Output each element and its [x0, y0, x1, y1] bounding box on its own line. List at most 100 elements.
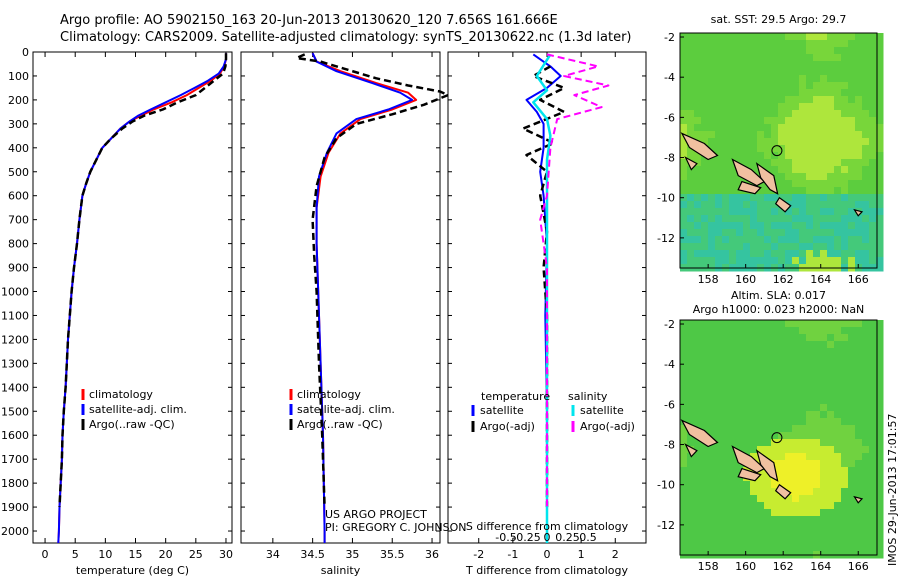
map-cell: [680, 40, 688, 48]
map-cell: [848, 425, 856, 433]
map-cell: [862, 460, 870, 468]
map-cell: [834, 208, 842, 216]
map-cell: [701, 33, 709, 41]
map-cell: [750, 110, 758, 118]
map-cell: [687, 201, 695, 209]
map-cell: [687, 488, 695, 496]
map-cell: [778, 516, 786, 524]
map-cell: [708, 537, 716, 545]
map-cell: [729, 383, 737, 391]
map-cell: [687, 369, 695, 377]
map-cell: [701, 40, 709, 48]
map-cell: [708, 432, 716, 440]
x-tick-label: 25: [189, 548, 203, 561]
map-cell: [687, 173, 695, 181]
map-cell: [757, 250, 765, 258]
map-cell: [687, 516, 695, 524]
map-cell: [813, 523, 821, 531]
map-cell: [806, 54, 814, 62]
map-cell: [862, 376, 870, 384]
map-cell: [743, 201, 751, 209]
map-cell: [771, 509, 779, 517]
map-cell: [708, 544, 716, 552]
map-cell: [743, 40, 751, 48]
map-cell: [869, 467, 877, 475]
map-cell: [841, 110, 849, 118]
map-cell: [785, 502, 793, 510]
map-cell: [834, 355, 842, 363]
map-cell: [722, 495, 730, 503]
map-cell: [862, 68, 870, 76]
map-cell: [680, 236, 688, 244]
map-cell: [701, 348, 709, 356]
map-cell: [862, 138, 870, 146]
map-cell: [799, 509, 807, 517]
map-cell: [841, 453, 849, 461]
map-cell: [694, 166, 702, 174]
map-cell: [680, 75, 688, 83]
map-cell: [785, 509, 793, 517]
y-tick-label: -6: [664, 398, 675, 411]
map-cell: [771, 418, 779, 426]
island-shape: [853, 495, 864, 504]
map-cell: [792, 453, 800, 461]
map-cell: [736, 502, 744, 510]
map-cell: [799, 481, 807, 489]
map-cell: [701, 495, 709, 503]
map-cell: [736, 439, 744, 447]
map-cell: [715, 208, 723, 216]
map-cell: [750, 523, 758, 531]
map-cell: [729, 47, 737, 55]
map-cell: [806, 404, 814, 412]
map-cell: [729, 250, 737, 258]
map-cell: [750, 369, 758, 377]
map-cell: [729, 341, 737, 349]
map-cell: [771, 61, 779, 69]
map-cell: [841, 502, 849, 510]
map-cell: [722, 509, 730, 517]
map-cell: [778, 320, 786, 328]
map-cell: [764, 369, 772, 377]
map-cell: [715, 89, 723, 97]
map-cell: [778, 474, 786, 482]
map-cell: [827, 418, 835, 426]
map-cell: [743, 229, 751, 237]
x-tick-label: 158: [698, 273, 719, 286]
map-cell: [687, 250, 695, 258]
map-cell: [680, 460, 688, 468]
legend-label: climatology: [297, 388, 361, 401]
map-cell: [785, 523, 793, 531]
map-cell: [785, 474, 793, 482]
map-cell: [785, 355, 793, 363]
map-cell: [757, 236, 765, 244]
map-cell: [701, 82, 709, 90]
map-cell: [715, 369, 723, 377]
x2-tick-label: -0.5: [495, 531, 516, 544]
map-cell: [834, 425, 842, 433]
y-tick-label: -8: [664, 152, 675, 165]
map-cell: [799, 523, 807, 531]
map-cell: [785, 544, 793, 552]
map-cell: [743, 376, 751, 384]
map-cell: [869, 397, 877, 405]
map-cell: [708, 89, 716, 97]
map-cell: [736, 103, 744, 111]
map-cell: [750, 138, 758, 146]
map-cell: [722, 89, 730, 97]
map-cell: [792, 54, 800, 62]
map-cell: [722, 474, 730, 482]
map-cell: [778, 453, 786, 461]
map-cell: [785, 166, 793, 174]
map-cell: [771, 131, 779, 139]
map-cell: [862, 54, 870, 62]
map-cell: [799, 124, 807, 132]
map-cell: [792, 187, 800, 195]
map-cell: [806, 460, 814, 468]
annotation-text: PI: GREGORY C. JOHNSON: [325, 521, 466, 534]
island-shape: [737, 180, 762, 195]
map-cell: [848, 54, 856, 62]
map-cell: [841, 544, 849, 552]
map-cell: [694, 446, 702, 454]
map-cell: [785, 327, 793, 335]
map-cell: [862, 355, 870, 363]
